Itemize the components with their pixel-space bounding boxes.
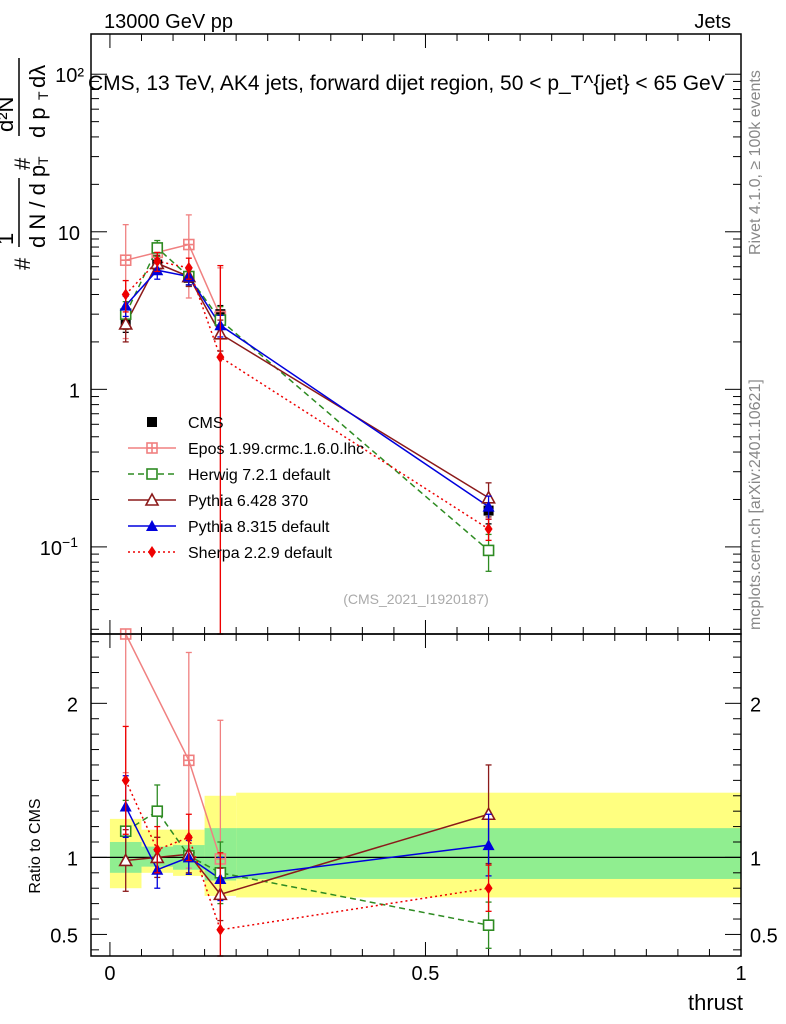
ratio-ylabel: Ratio to CMS [27,798,44,893]
chart-title-text: CMS, 13 TeV, AK4 jets, forward dijet reg… [88,72,725,95]
y-tick-label: 10 [58,223,80,245]
legend-marker-cms [147,417,157,427]
ratio-axes: 0 0.5 10.5 0.51 12 2 [50,633,778,985]
svg-text:dλ: dλ [25,65,50,88]
svg-text:d N / d p: d N / d p [25,165,50,248]
main-line-sherpa-2-2-9-default [125,260,489,530]
chart-title: CMS, 13 TeV, AK4 jets, forward dijet reg… [88,72,725,95]
ratio-point-pythia-6-428-370 [118,852,134,867]
legend-label-pythia-6-428-370: Pythia 6.428 370 [188,493,308,510]
main-point-pythia-8-315-default [482,500,495,512]
main-frame [90,33,742,635]
watermark: (CMS_2021_I1920187) [343,591,489,607]
main-point-sherpa-2-2-9-default [484,522,493,535]
svg-text:T: T [35,156,51,165]
main-point-sherpa-2-2-9-default [216,351,225,364]
legend-marker-epos-1-99-crmc-1-6-0-lhc [146,442,158,454]
legend-label-herwig-7-2-1-default: Herwig 7.2.1 default [188,467,331,484]
ratio-point-sherpa-2-2-9-default [153,843,162,856]
main-point-epos-1-99-crmc-1-6-0-lhc [119,254,132,267]
y-tick-label-right: 0.5 [750,925,778,947]
main-point-herwig-7-2-1-default [151,242,164,254]
x-tick-label: 0 [104,963,115,985]
ratio-series-markers [118,628,496,957]
y-tick-label-exp: −1 [62,534,78,550]
x-tick-label: 1 [735,963,746,985]
legend-marker-herwig-7-2-1-default [146,468,158,480]
svg-text:d p: d p [25,107,50,138]
y-tick-label-right: 1 [750,848,761,870]
main-line-pythia-6-428-370 [125,262,489,499]
legend-marker-sherpa-2-2-9-default [148,546,156,558]
x-axis-label: thrust [688,990,743,1015]
legend-marker-pythia-6-428-370 [144,492,160,506]
legend-marker-epos-1-99-crmc-1-6-0-lhc-cross [147,443,157,453]
header-left: 13000 GeV pp [104,11,233,33]
y-tick-label: 0.5 [50,925,78,947]
main-series-markers [118,214,496,635]
main-point-epos-1-99-crmc-1-6-0-lhc-cross [183,239,194,250]
main-point-herwig-7-2-1-default [482,544,495,557]
mcplots-label: mcplots.cern.ch [arXiv:2401.10621] [747,379,764,630]
main-ylabel: # 1 d N / d p T # d²N d p T dλ [0,58,51,270]
legend: CMS Epos 1.99.crmc.1.6.0.lhc Herwig 7.2.1 … [128,415,364,562]
main-line-epos-1-99-crmc-1-6-0-lhc [125,243,222,317]
main-point-pythia-6-428-370 [118,316,134,330]
y-tick-label-base: 10 [40,538,62,560]
legend-label-sherpa-2-2-9-default: Sherpa 2.2.9 default [188,545,333,562]
rivet-label: Rivet 4.1.0, ≥ 100k events [747,70,764,255]
header-right: Jets [694,11,731,33]
ratio-point-sherpa-2-2-9-default [216,923,225,936]
legend-label-cms: CMS [188,415,224,432]
legend-label-epos-1-99-crmc-1-6-0-lhc: Epos 1.99.crmc.1.6.0.lhc [188,441,364,458]
y-tick-label: 2 [67,694,78,716]
svg-text:d²N: d²N [0,97,18,132]
svg-text:#: # [10,257,35,270]
main-point-sherpa-2-2-9-default [121,288,130,301]
ratio-point-epos-1-99-crmc-1-6-0-lhc-cross [183,755,194,766]
svg-text:1: 1 [0,233,18,245]
main-point-sherpa-2-2-9-default [153,255,162,268]
y-tick-label: 1 [69,380,80,402]
ratio-point-pythia-8-315-default [482,839,495,851]
ratio-frame [90,633,742,957]
main-point-epos-1-99-crmc-1-6-0-lhc [183,238,195,251]
legend-marker-pythia-8-315-default [146,520,158,531]
y-tick-label: 10−1 [40,534,78,560]
ratio-point-herwig-7-2-1-default [151,805,164,817]
main-point-epos-1-99-crmc-1-6-0-lhc-cross [120,255,131,266]
ratio-point-sherpa-2-2-9-default [484,882,493,895]
main-point-sherpa-2-2-9-default [184,261,193,274]
ratio-point-herwig-7-2-1-default [482,919,495,931]
ratio-point-sherpa-2-2-9-default [121,774,130,787]
legend-label-pythia-8-315-default: Pythia 8.315 default [188,519,330,536]
svg-text:#: # [10,157,35,170]
y-tick-label-right: 2 [750,694,761,716]
y-tick-label: 10² [55,65,84,87]
ratio-point-epos-1-99-crmc-1-6-0-lhc [183,754,195,767]
ratio-point-sherpa-2-2-9-default [184,831,193,844]
x-tick-label: 0.5 [412,963,440,985]
y-tick-label: 1 [67,848,78,870]
svg-text:T: T [35,91,51,100]
